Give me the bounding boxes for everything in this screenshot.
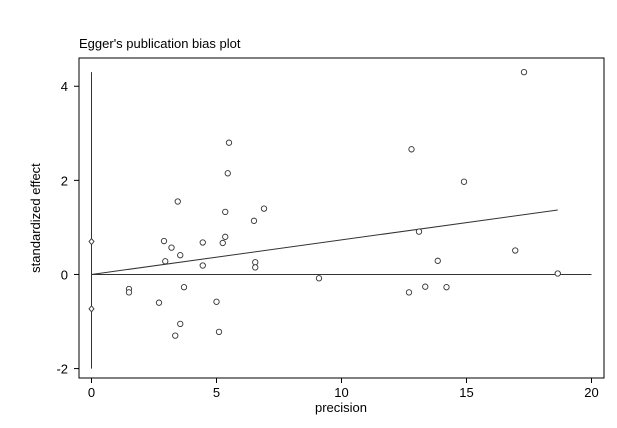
x-tick-label: 10 — [334, 385, 348, 400]
y-axis: -2 0 2 4 — [56, 79, 79, 377]
x-tick-label: 20 — [584, 385, 598, 400]
study-point — [219, 239, 226, 247]
plot-frame — [78, 57, 605, 379]
study-point — [422, 283, 429, 290]
study-point — [222, 233, 229, 240]
x-tick-label: 0 — [88, 385, 95, 400]
study-point — [315, 275, 323, 282]
study-point — [434, 257, 441, 264]
study-point — [125, 289, 133, 296]
x-axis: 0 5 10 15 20 — [88, 378, 599, 400]
study-point — [443, 284, 450, 291]
ci-endpoint-marker — [88, 237, 95, 246]
study-point — [405, 289, 413, 296]
study-point — [460, 178, 468, 185]
study-point — [174, 198, 181, 205]
regression-line — [91, 209, 558, 275]
study-point — [172, 332, 179, 339]
study-point — [160, 237, 168, 245]
study-point — [215, 328, 223, 336]
x-tick-label: 15 — [459, 385, 473, 400]
study-point — [250, 217, 258, 224]
study-point — [155, 299, 163, 306]
study-point — [180, 284, 188, 291]
study-point — [177, 320, 184, 328]
study-point — [554, 270, 561, 277]
x-tick-label: 5 — [213, 385, 220, 400]
study-point — [177, 252, 184, 259]
chart-title: Egger's publication bias plot — [79, 36, 241, 51]
study-point — [225, 139, 233, 146]
y-tick-label: 2 — [61, 173, 68, 188]
study-point — [162, 258, 169, 265]
study-point — [168, 244, 175, 251]
study-point — [213, 298, 220, 305]
plot-lines — [91, 72, 592, 369]
x-axis-title: precision — [315, 400, 367, 415]
study-point — [199, 262, 206, 269]
study-point — [252, 259, 259, 266]
study-point — [520, 68, 528, 76]
study-point — [512, 247, 519, 254]
study-point — [199, 239, 206, 246]
study-point — [260, 205, 268, 212]
y-tick-label: 4 — [61, 79, 68, 94]
study-point — [224, 170, 231, 177]
y-axis-title: standardized effect — [28, 163, 43, 273]
y-tick-label: 0 — [61, 267, 68, 282]
ci-endpoint-marker — [88, 305, 95, 313]
study-point — [408, 146, 415, 153]
study-point — [415, 228, 423, 235]
study-point — [252, 264, 259, 271]
study-point — [222, 208, 229, 216]
y-tick-label: -2 — [56, 362, 68, 377]
data-points — [88, 68, 561, 339]
